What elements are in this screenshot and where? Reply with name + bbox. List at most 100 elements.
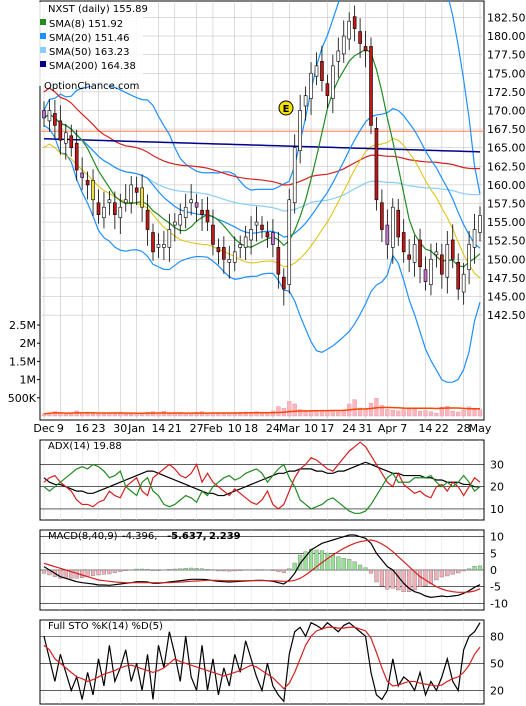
macd-histogram-bar (374, 569, 379, 583)
legend-swatch (40, 61, 46, 67)
candle-body (178, 214, 183, 226)
volume-bars (41, 397, 483, 417)
candle-body (243, 236, 248, 248)
macd-histogram-bar (80, 569, 85, 578)
macd-histogram-bar (156, 569, 161, 571)
macd-histogram-bar (69, 569, 74, 579)
candle-body (391, 206, 395, 248)
volume-bar (472, 409, 477, 417)
date-tick-label: 14 (151, 422, 165, 435)
volume-bar (96, 413, 101, 417)
candle-body (42, 110, 46, 119)
event-marker-circle (278, 100, 294, 116)
macd-histogram-bar (292, 562, 297, 571)
macd-histogram-bar (412, 569, 417, 591)
volume-bar (428, 411, 434, 417)
date-tick-label: 16 (75, 422, 89, 435)
macd-histogram-bar (445, 569, 450, 577)
candle-body (478, 215, 482, 233)
candle-body (396, 209, 401, 238)
bollinger-lower-line (43, 124, 481, 383)
candle-body (47, 110, 52, 122)
price-tick-label: 152.50 (487, 235, 526, 248)
candle-body (227, 259, 232, 263)
bollinger-upper-line (43, 0, 481, 195)
candle-body (380, 202, 384, 230)
macd-histogram-bar (456, 569, 461, 574)
legend-swatch (40, 33, 46, 39)
price-tick-label: 162.50 (487, 160, 526, 173)
macd-histogram-bar (189, 567, 194, 571)
sto-series-line (43, 621, 481, 703)
candle-body (271, 232, 275, 245)
date-tick-label: 27 (190, 422, 204, 435)
volume-bar (461, 409, 466, 417)
price-tick-label: 177.50 (487, 49, 526, 62)
macd-histogram-bar (368, 569, 374, 574)
volume-bar (407, 408, 412, 417)
volume-bar (243, 411, 248, 417)
candle-body (107, 199, 112, 204)
macd-histogram-bar (227, 569, 232, 572)
date-tick-label: Jan (127, 422, 145, 435)
macd-histogram-bar (172, 568, 177, 571)
candle-body (80, 172, 84, 178)
volume-bar (466, 406, 472, 417)
candle-body (309, 72, 313, 99)
volume-bar (456, 411, 461, 417)
macd-histogram-bar (118, 569, 123, 572)
volume-bar (178, 413, 183, 417)
candle-body (140, 187, 144, 208)
price-tick-label: 175.00 (487, 67, 526, 80)
candle-body (336, 50, 341, 62)
volume-bar (123, 413, 128, 417)
volume-bar (303, 411, 308, 417)
macd-histogram-bar (363, 567, 368, 571)
macd-histogram-bar (325, 552, 330, 571)
date-tick-label: 17 (320, 422, 334, 435)
watermark: OptionChance.com (44, 81, 139, 92)
candle-body (298, 110, 302, 151)
candle-body (69, 135, 74, 148)
candle-body (151, 232, 155, 253)
macd-histogram-bar (194, 568, 199, 571)
candle-body (429, 259, 433, 285)
candle-body (129, 184, 133, 204)
legend-label: SMA(20) 151.46 (49, 33, 130, 44)
candle-body (412, 244, 417, 263)
macd-histogram-bar (319, 550, 325, 571)
candle-body (173, 221, 177, 226)
legend-label: SMA(200) 164.38 (49, 61, 136, 72)
candle-body (347, 20, 351, 40)
candle-body (385, 224, 390, 245)
candle-body (320, 61, 324, 81)
candle-body (211, 224, 215, 245)
candle-body (85, 180, 90, 186)
volume-bar (112, 413, 117, 417)
sto-tick-label: 20 (490, 684, 504, 697)
macd-histogram-bar (314, 549, 319, 571)
price-tick-label: 165.00 (487, 142, 526, 155)
macd-histogram-bar (396, 569, 401, 591)
sma8-line (43, 48, 481, 268)
candle-body (249, 229, 253, 241)
candle-body (401, 232, 406, 253)
candle-body (276, 247, 281, 275)
adx-series-line (43, 463, 481, 514)
macd-histogram-bar (221, 569, 226, 572)
macd-histogram-bar (112, 569, 117, 573)
date-tick-label: 23 (92, 422, 106, 435)
candle-body (287, 199, 292, 285)
candle-body (358, 31, 362, 44)
macd-histogram-bar (434, 569, 439, 581)
macd-histogram-bar (41, 569, 47, 574)
macd-histogram-bar (477, 565, 483, 571)
volume-bar (357, 407, 363, 417)
candle-body (134, 187, 139, 193)
candle-body (238, 244, 242, 248)
macd-histogram-bar (107, 569, 112, 575)
volume-bar (477, 409, 483, 417)
volume-bar (145, 412, 150, 417)
macd-histogram-bar (150, 569, 156, 571)
